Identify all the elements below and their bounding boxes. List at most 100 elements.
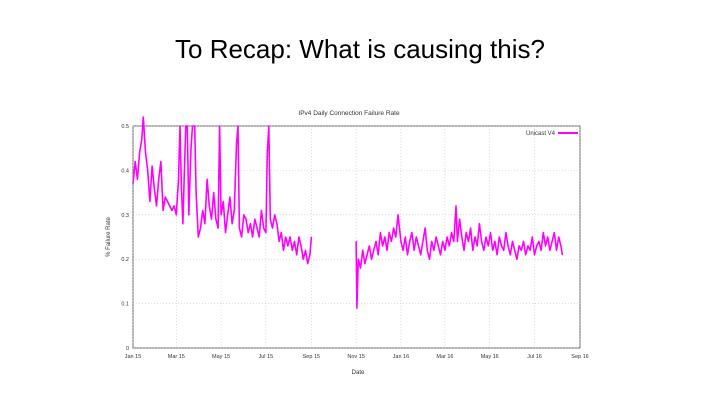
data-point	[402, 249, 404, 251]
data-point	[395, 236, 397, 238]
data-point	[373, 249, 375, 251]
data-point	[409, 240, 411, 242]
data-point	[357, 258, 359, 260]
data-point	[525, 254, 527, 256]
data-point	[388, 232, 390, 234]
x-tick-label: Sep 15	[303, 354, 320, 360]
data-point	[256, 227, 258, 229]
data-point	[540, 249, 542, 251]
data-point	[206, 178, 208, 180]
data-point	[422, 240, 424, 242]
data-point	[211, 218, 212, 220]
data-point	[266, 152, 268, 154]
data-point	[202, 209, 204, 211]
data-point	[413, 249, 415, 251]
data-point	[487, 245, 489, 247]
data-point	[213, 192, 215, 194]
data-point	[509, 254, 511, 256]
data-point	[553, 232, 555, 234]
data-point	[542, 232, 544, 234]
data-point	[192, 125, 193, 127]
data-point	[362, 249, 364, 251]
data-point	[407, 254, 408, 256]
x-tick-label: Jan 15	[125, 354, 142, 360]
data-point	[200, 227, 201, 229]
data-point	[245, 218, 247, 220]
data-point	[145, 152, 146, 154]
data-point	[285, 236, 287, 238]
x-tick-labels: Jan 15 Mar 15 May 15 Jul 15 Sep 15 Nov 15 Jan …	[125, 354, 589, 360]
data-point	[291, 249, 293, 251]
data-point	[431, 240, 433, 242]
data-point	[182, 223, 184, 225]
y-tick-label: 0.3	[121, 213, 129, 219]
data-point	[420, 254, 422, 256]
data-point	[309, 254, 311, 256]
chart-title: IPv4 Daily Connection Failure Rate	[298, 110, 400, 117]
x-tick-label: Jul 16	[527, 354, 542, 360]
data-point	[455, 205, 457, 207]
data-point	[225, 232, 226, 234]
data-point	[512, 240, 513, 242]
data-point	[448, 245, 450, 247]
data-point	[173, 205, 175, 207]
data-point	[440, 254, 441, 256]
plot-background	[132, 125, 581, 349]
data-point	[310, 236, 312, 238]
data-point	[481, 240, 483, 242]
data-point	[490, 232, 491, 234]
data-point	[505, 232, 507, 234]
data-point	[305, 249, 306, 251]
data-point	[252, 236, 254, 238]
data-point	[158, 178, 160, 180]
data-point	[167, 201, 168, 202]
data-point	[190, 147, 192, 149]
data-point	[215, 218, 217, 220]
data-point	[551, 240, 553, 242]
data-point	[229, 196, 231, 198]
data-point	[558, 236, 560, 238]
grid-lines	[132, 125, 581, 349]
data-point	[435, 236, 437, 238]
data-point	[377, 254, 379, 256]
data-point	[404, 236, 406, 238]
data-point	[527, 245, 529, 247]
data-point	[364, 263, 366, 265]
data-point	[400, 240, 402, 242]
data-point	[241, 236, 243, 238]
data-point	[418, 245, 419, 247]
data-point	[492, 249, 494, 251]
data-point	[536, 245, 538, 247]
data-point	[483, 249, 485, 251]
y-tick-label: 0.2	[121, 257, 129, 263]
data-point	[194, 125, 196, 127]
data-point	[142, 116, 144, 118]
data-point	[463, 249, 465, 251]
data-point	[132, 183, 134, 185]
data-point	[136, 178, 138, 180]
data-point	[507, 245, 509, 247]
data-point	[179, 125, 181, 127]
data-point	[243, 214, 245, 216]
data-point	[269, 218, 271, 220]
data-point	[274, 214, 276, 216]
legend: Unicast V4	[526, 131, 578, 137]
data-point	[278, 240, 280, 242]
data-point	[294, 240, 295, 242]
data-point	[289, 236, 291, 238]
data-point	[485, 236, 487, 238]
data-point	[268, 125, 270, 127]
data-point	[476, 245, 478, 247]
data-point	[561, 254, 563, 256]
data-point	[368, 245, 370, 247]
data-point	[545, 245, 546, 247]
data-point	[494, 240, 496, 242]
data-point	[197, 236, 199, 238]
data-point	[238, 227, 240, 229]
series-lines	[132, 116, 564, 309]
data-point	[258, 236, 260, 238]
y-axis-label: % Failure Rate	[106, 216, 112, 256]
data-point	[307, 263, 309, 265]
data-point	[265, 232, 267, 234]
x-tick-label: Nov 15	[347, 354, 364, 360]
